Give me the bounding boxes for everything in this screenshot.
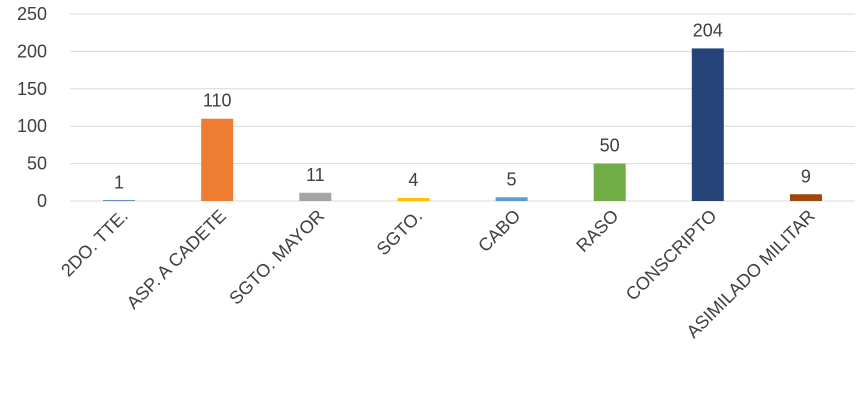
data-label: 204 [693,20,723,40]
y-tick-label: 100 [17,116,47,136]
y-tick-label: 150 [17,79,47,99]
bar [495,197,528,201]
bars [103,48,822,201]
y-tick-label: 50 [27,154,47,174]
y-tick-label: 200 [17,41,47,61]
bar [201,118,234,201]
y-axis: 0 50 100 150 200 250 [17,4,47,211]
bar [691,48,724,201]
bar [103,200,136,201]
data-label: 5 [507,169,517,189]
category-label: 2DO. TTE. [57,206,132,281]
y-tick-label: 250 [17,4,47,24]
category-label: SGTO. [373,206,427,260]
category-label: RASO [572,206,622,256]
category-label: CABO [474,206,524,256]
data-labels: 1 110 11 4 5 50 204 9 [114,20,811,192]
data-label: 1 [114,172,124,192]
category-label: ASP. A CADETE [123,206,230,313]
bar [593,163,626,201]
data-label: 4 [408,170,418,190]
category-label: SGTO. MAYOR [225,206,328,309]
bar [299,192,332,201]
bar [397,198,430,201]
y-tick-label: 0 [37,191,47,211]
category-label: CONSCRIPTO [622,206,721,305]
data-label: 9 [801,166,811,186]
gridlines [70,13,855,202]
bar [789,194,822,201]
data-label: 11 [306,165,325,185]
data-label: 50 [600,136,620,156]
data-label: 110 [203,91,232,111]
